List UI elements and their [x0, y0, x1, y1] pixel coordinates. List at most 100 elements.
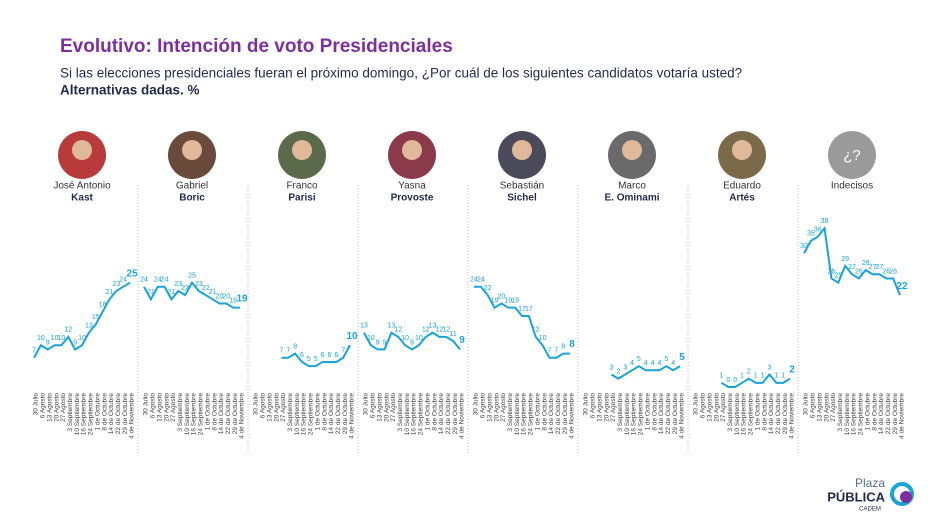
data-label: 7: [554, 348, 558, 355]
x-tick-label: 14 de Octubre: [438, 393, 445, 435]
data-label: 23: [195, 281, 203, 288]
legend-label: Indecisos: [831, 181, 873, 192]
data-label: 26: [882, 268, 890, 275]
data-label: 9: [383, 339, 387, 346]
x-tick-label: 4 de Noviembre: [349, 393, 356, 439]
x-tick-label: 27 Agosto: [170, 393, 177, 422]
data-label: 19: [229, 298, 237, 305]
x-tick-label: 14 de Octubre: [218, 393, 225, 435]
x-tick-label: 22 de Octubre: [555, 393, 562, 435]
x-tick-label: 1 de Octubre: [864, 393, 871, 431]
data-label: 1: [781, 373, 785, 380]
x-tick-label: 10 Septiembre: [294, 393, 301, 436]
x-tick-label: 29 de Octubre: [562, 393, 569, 435]
data-label: 1: [719, 373, 723, 380]
x-tick-label: 6 Agosto: [40, 393, 47, 419]
x-tick-label: 10 Septiembre: [184, 393, 191, 436]
x-tick-label: 3 Septiembre: [617, 393, 624, 432]
x-tick-label: 27 Agosto: [390, 393, 397, 422]
data-label: 26: [828, 268, 836, 275]
x-tick-label: 24 Septiembre: [638, 393, 645, 436]
logo-text: CADEM: [859, 507, 881, 513]
x-tick-label: 20 Agosto: [383, 393, 390, 422]
x-tick-label: 8 de Octubre: [871, 393, 878, 431]
data-label: 24: [119, 277, 127, 284]
x-tick-label: 30 Julio: [363, 393, 370, 416]
x-tick-label: 14 de Octubre: [878, 393, 885, 435]
x-tick-label: 24 Septiembre: [528, 393, 535, 436]
data-label: 5: [307, 356, 311, 363]
x-tick-label: 6 Agosto: [480, 393, 487, 419]
logo-text: PÚBLICA: [827, 489, 885, 504]
x-tick-label: 30 Julio: [693, 393, 700, 416]
data-label: 6: [321, 352, 325, 359]
data-label: 2: [789, 364, 795, 375]
x-tick-label: 14 de Octubre: [548, 393, 555, 435]
x-tick-label: 1 de Octubre: [94, 393, 101, 431]
data-label: 24: [470, 277, 478, 284]
x-tick-label: 14 de Octubre: [108, 393, 115, 435]
x-tick-label: 13 Agosto: [266, 393, 273, 422]
x-tick-label: 1 de Octubre: [424, 393, 431, 431]
data-label: 2: [747, 368, 751, 375]
legend-label: José Antonio: [53, 181, 111, 192]
x-tick-label: 10 Septiembre: [404, 393, 411, 436]
x-tick-label: 4 de Noviembre: [789, 393, 796, 439]
x-tick-label: 4 de Noviembre: [679, 393, 686, 439]
x-tick-label: 13 Agosto: [706, 393, 713, 422]
data-label: 12: [532, 327, 540, 334]
data-label: 18: [99, 302, 107, 309]
x-tick-label: 30 Julio: [33, 393, 40, 416]
x-tick-label: 29 de Octubre: [232, 393, 239, 435]
data-label: 29: [841, 256, 849, 263]
x-tick-label: 6 Agosto: [260, 393, 267, 419]
x-tick-label: 3 Septiembre: [727, 393, 734, 432]
data-label: 17: [518, 306, 526, 313]
data-label: 13: [388, 323, 396, 330]
data-label: 7: [547, 348, 551, 355]
subtitle: Si las elecciones presidenciales fueran …: [60, 66, 742, 81]
x-tick-label: 16 Septiembre: [81, 393, 88, 436]
legend-label: Sichel: [507, 193, 537, 204]
data-label: 4: [671, 360, 675, 367]
logo-icon: [900, 491, 912, 503]
icon: [828, 131, 876, 179]
logo-text: Plaza: [855, 476, 885, 490]
data-label: 10: [58, 335, 66, 342]
x-tick-label: 16 Septiembre: [631, 393, 638, 436]
x-tick-label: 1 de Octubre: [644, 393, 651, 431]
x-tick-label: 6 Agosto: [810, 393, 817, 419]
data-label: 10: [367, 335, 375, 342]
x-tick-label: 8 de Octubre: [431, 393, 438, 431]
data-label: 4: [657, 360, 661, 367]
x-tick-label: 27 Agosto: [830, 393, 837, 422]
data-label: 19: [491, 298, 499, 305]
x-tick-label: 22 de Octubre: [335, 393, 342, 435]
data-label: 5: [637, 356, 641, 363]
x-tick-label: 6 Agosto: [150, 393, 157, 419]
data-label: 32: [800, 243, 808, 250]
data-label: 28: [862, 260, 870, 267]
data-label: 8: [293, 343, 297, 350]
x-tick-label: 13 Agosto: [596, 393, 603, 422]
photo-face: [512, 140, 532, 160]
line: [363, 331, 461, 351]
data-label: 4: [644, 360, 648, 367]
data-label: 7: [286, 348, 290, 355]
x-tick-label: 8 de Octubre: [321, 393, 328, 431]
x-tick-label: 20 Agosto: [493, 393, 500, 422]
legend-label: Yasna: [398, 181, 426, 192]
data-label: 10: [78, 335, 86, 342]
data-label: 21: [209, 289, 217, 296]
x-tick-label: 29 de Octubre: [452, 393, 459, 435]
x-tick-label: 29 de Octubre: [672, 393, 679, 435]
data-label: 19: [504, 298, 512, 305]
x-tick-label: 4 de Noviembre: [899, 393, 906, 439]
x-tick-label: 10 Septiembre: [514, 393, 521, 436]
x-tick-label: 13 Agosto: [376, 393, 383, 422]
x-tick-label: 16 Septiembre: [851, 393, 858, 436]
data-label: 24: [477, 277, 485, 284]
data-label: 0: [733, 377, 737, 384]
data-label: 6: [327, 352, 331, 359]
x-tick-label: 1 de Octubre: [204, 393, 211, 431]
